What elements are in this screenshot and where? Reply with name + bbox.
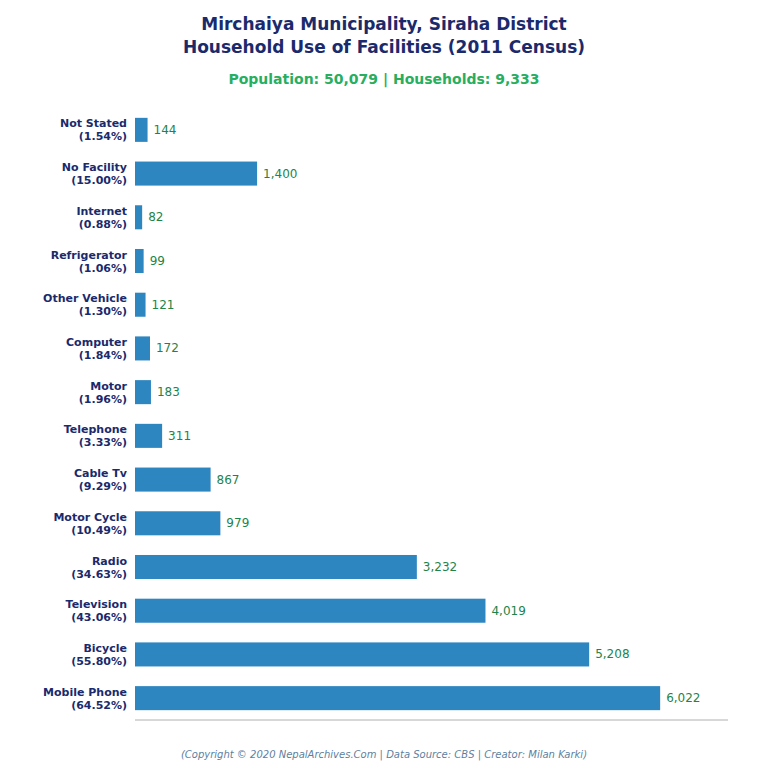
data-label: 867 xyxy=(217,473,240,487)
bar xyxy=(135,511,220,535)
data-label: 5,208 xyxy=(595,647,629,661)
title: Mirchaiya Municipality, Siraha DistrictH… xyxy=(183,14,585,57)
data-label: 121 xyxy=(152,298,175,312)
data-label: 144 xyxy=(154,123,177,137)
category-label: Bicycle(55.80%) xyxy=(71,641,127,667)
data-label: 6,022 xyxy=(666,691,700,705)
data-label: 82 xyxy=(148,210,163,224)
bar xyxy=(135,162,257,186)
bar xyxy=(135,599,485,623)
bar xyxy=(135,336,150,360)
chart: Mirchaiya Municipality, Siraha DistrictH… xyxy=(0,0,768,768)
category-label: Cable Tv(9.29%) xyxy=(74,467,128,493)
data-label: 979 xyxy=(226,516,249,530)
category-label: Mobile Phone(64.52%) xyxy=(43,685,127,711)
x-axis-line xyxy=(135,720,728,721)
bar xyxy=(135,205,142,229)
data-label: 3,232 xyxy=(423,560,457,574)
bar xyxy=(135,642,589,666)
bar xyxy=(135,293,146,317)
bar xyxy=(135,555,417,579)
category-label: Motor(1.96%) xyxy=(79,379,128,405)
bar xyxy=(135,686,660,710)
data-label: 311 xyxy=(168,429,191,443)
data-label: 4,019 xyxy=(491,604,525,618)
data-label: 172 xyxy=(156,341,179,355)
bars xyxy=(135,118,660,710)
bar xyxy=(135,424,162,448)
category-label: Other Vehicle(1.30%) xyxy=(43,292,127,318)
category-label: Not Stated(1.54%) xyxy=(60,117,127,143)
subtitle: Population: 50,079 | Households: 9,333 xyxy=(228,71,539,88)
bar xyxy=(135,118,148,142)
category-label: Computer(1.84%) xyxy=(66,335,128,361)
footer-annotation: (Copyright © 2020 NepalArchives.Com | Da… xyxy=(181,749,587,761)
category-label: Refrigerator(1.06%) xyxy=(51,248,128,274)
bar xyxy=(135,380,151,404)
bar xyxy=(135,249,144,273)
category-label: Television(43.06%) xyxy=(66,598,127,624)
data-label: 1,400 xyxy=(263,167,297,181)
data-label: 183 xyxy=(157,385,180,399)
data-label: 99 xyxy=(150,254,165,268)
category-label: No Facility(15.00%) xyxy=(62,161,127,187)
category-label: Telephone(3.33%) xyxy=(64,423,127,449)
category-label: Internet(0.88%) xyxy=(76,204,127,230)
category-label: Motor Cycle(10.49%) xyxy=(53,510,127,536)
bar xyxy=(135,468,211,492)
category-label: Radio(34.63%) xyxy=(71,554,127,580)
